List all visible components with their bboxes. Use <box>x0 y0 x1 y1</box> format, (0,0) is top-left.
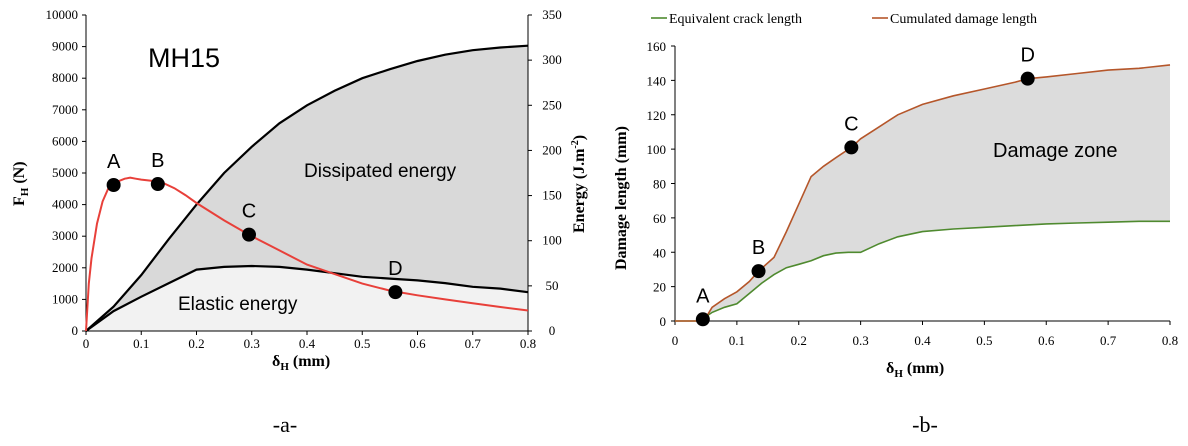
chart-b-y-tick-label: 160 <box>647 39 667 54</box>
chart-a-y-tick-label: 9000 <box>52 39 78 54</box>
point-label-a: A <box>107 151 121 173</box>
dissipated-energy-label: Dissipated energy <box>304 161 457 182</box>
chart-b-y-axis-label: Damage length (mm) <box>613 126 630 270</box>
chart-a-y-tick-label: 3000 <box>52 228 78 243</box>
chart-a-y2-tick-label: 250 <box>542 97 562 112</box>
chart-b-y-tick-label: 0 <box>660 314 667 329</box>
chart-a-x-tick-label: 0.7 <box>465 336 482 351</box>
damage-zone-area <box>675 64 1170 322</box>
chart-a-ticks: 0 0.1 0.2 0.3 0.4 0.5 0.6 0.7 0.8010002000300040… <box>46 7 562 351</box>
point-marker-b <box>751 264 766 279</box>
chart-a-y-tick-label: 7000 <box>52 102 78 117</box>
chart-a-y2-tick-label: 100 <box>542 233 562 248</box>
chart-b-x-tick-label: 0 <box>672 333 679 348</box>
chart-b-x-axis-label: δH (mm) <box>886 360 944 380</box>
chart-a-x-axis-label: δH (mm) <box>272 353 330 373</box>
chart-a-y-tick-label: 0 <box>72 323 79 338</box>
chart-a-points: A B C D <box>106 150 403 300</box>
chart-a-y-tick-label: 5000 <box>52 165 78 180</box>
chart-b-y-tick-label: 20 <box>653 280 666 295</box>
chart-a-y-tick-label: 10000 <box>46 7 79 22</box>
total-energy-line <box>85 44 529 332</box>
point-label-d: D <box>1020 45 1034 67</box>
chart-b-points: A B C D <box>695 45 1035 327</box>
chart-a-right-axis-label: Energy (J.m-2) <box>570 135 588 233</box>
chart-a-y-tick-label: 8000 <box>52 70 78 85</box>
chart-b-x-tick-label: 0.6 <box>1038 333 1055 348</box>
chart-b-caption: -b- <box>912 412 938 437</box>
chart-a-x-tick-label: 0.3 <box>244 336 260 351</box>
point-marker-a <box>695 312 710 327</box>
damage-zone-label: Damage zone <box>993 140 1118 162</box>
point-label-c: C <box>844 113 858 135</box>
chart-a-left-axis-label: FH (N) <box>11 161 31 206</box>
equivalent-crack-length-line <box>675 220 1170 322</box>
chart-a-y2-tick-label: 300 <box>542 52 562 67</box>
point-marker-b <box>150 177 165 192</box>
point-label-b: B <box>752 237 765 259</box>
point-label-d: D <box>388 258 402 280</box>
chart-a-y2-tick-label: 0 <box>549 323 556 338</box>
cumulated-damage-length-line <box>675 64 1171 322</box>
chart-a: 0 0.1 0.2 0.3 0.4 0.5 0.6 0.7 0.8010002000300040… <box>11 7 588 437</box>
chart-a-x-tick-label: 0.1 <box>133 336 149 351</box>
legend-damage-label: Cumulated damage length <box>890 12 1037 27</box>
point-label-a: A <box>696 285 710 307</box>
chart-b-y-tick-label: 120 <box>647 108 667 123</box>
chart-b-y-tick-label: 40 <box>653 245 666 260</box>
legend-crack-label: Equivalent crack length <box>669 12 802 27</box>
chart-b-y-tick-label: 60 <box>653 211 666 226</box>
chart-a-y-tick-label: 1000 <box>52 291 78 306</box>
chart-a-x-tick-label: 0 <box>83 336 90 351</box>
chart-b-x-tick-label: 0.2 <box>791 333 807 348</box>
chart-b-y-tick-label: 100 <box>647 142 667 157</box>
point-marker-c <box>844 140 859 155</box>
chart-a-title: MH15 <box>148 43 220 73</box>
chart-b-x-tick-label: 0.7 <box>1100 333 1117 348</box>
chart-b: 0 0.1 0.2 0.3 0.4 0.5 0.6 0.7 0.8 0 20 40 60 80 100 120… <box>613 12 1178 437</box>
point-marker-c <box>241 227 256 242</box>
chart-a-x-tick-label: 0.2 <box>188 336 204 351</box>
chart-b-legend: Equivalent crack length Cumulated damage… <box>651 12 1037 27</box>
chart-a-y2-tick-label: 50 <box>546 278 559 293</box>
chart-a-y-tick-label: 2000 <box>52 260 78 275</box>
chart-a-caption: -a- <box>273 412 297 437</box>
chart-b-x-tick-label: 0.5 <box>976 333 992 348</box>
elastic-energy-area <box>86 266 528 331</box>
chart-a-y-tick-label: 6000 <box>52 133 78 148</box>
chart-a-y-tick-label: 4000 <box>52 197 78 212</box>
point-label-c: C <box>242 201 256 223</box>
point-marker-d <box>388 285 403 300</box>
chart-a-x-tick-label: 0.8 <box>520 336 536 351</box>
point-marker-a <box>106 178 121 193</box>
dissipated-energy-area <box>86 45 528 331</box>
chart-b-x-tick-label: 0.4 <box>914 333 931 348</box>
elastic-energy-label: Elastic energy <box>178 294 298 315</box>
chart-b-x-tick-label: 0.8 <box>1162 333 1178 348</box>
chart-b-ticks: 0 0.1 0.2 0.3 0.4 0.5 0.6 0.7 0.8 0 20 40 60 80 100 120… <box>647 39 1179 348</box>
chart-a-y2-tick-label: 350 <box>542 7 562 22</box>
chart-a-x-tick-label: 0.5 <box>354 336 370 351</box>
elastic-energy-line <box>85 264 529 332</box>
chart-b-x-tick-label: 0.3 <box>853 333 869 348</box>
chart-a-x-tick-label: 0.4 <box>299 336 316 351</box>
chart-a-y2-tick-label: 150 <box>542 188 562 203</box>
point-marker-d <box>1020 71 1035 86</box>
chart-b-x-tick-label: 0.1 <box>729 333 745 348</box>
chart-b-y-tick-label: 80 <box>653 177 666 192</box>
chart-a-y2-tick-label: 200 <box>542 142 562 157</box>
point-label-b: B <box>151 150 164 172</box>
chart-b-y-tick-label: 140 <box>647 73 667 88</box>
chart-a-x-tick-label: 0.6 <box>409 336 426 351</box>
